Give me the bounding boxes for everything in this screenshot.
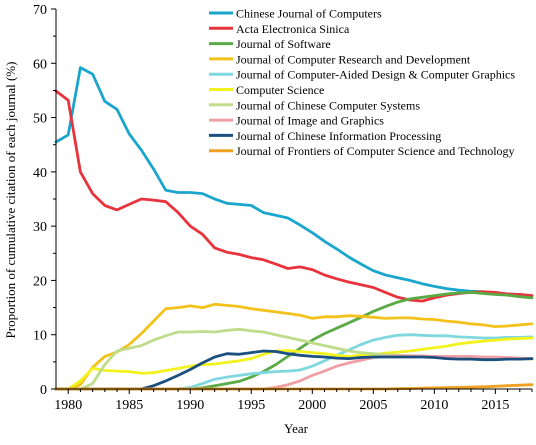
y-tick-label: 60 <box>33 57 47 72</box>
legend-label: Acta Electronica Sinica <box>236 22 350 36</box>
legend-label: Journal of Frontiers of Computer Science… <box>236 144 515 158</box>
legend-label: Computer Science <box>236 83 324 97</box>
series-line-10 <box>54 383 534 391</box>
legend-label: Journal of Software <box>236 37 331 51</box>
ticks-layer: 0 10 20 30 40 50 60 70 1980 1985 1990 1995 2000 2005 2… <box>33 3 533 413</box>
y-tick-label: 30 <box>33 220 47 235</box>
y-tick-label: 70 <box>33 3 47 18</box>
series-line-9 <box>54 349 534 391</box>
series-line-4 <box>54 302 534 391</box>
legend-label: Journal of Chinese Information Processin… <box>236 129 441 143</box>
series-line-6 <box>54 336 534 391</box>
legend-label: Journal of Image and Graphics <box>236 114 384 128</box>
x-tick-label: 2005 <box>359 398 387 413</box>
legend-label: Chinese Journal of Computers <box>236 7 382 21</box>
x-tick-label: 1980 <box>54 398 82 413</box>
legend-label: Journal of Computer Research and Develop… <box>236 52 471 66</box>
y-axis-title: Proportion of cumulative citation of eac… <box>3 62 18 339</box>
series-line-3 <box>54 291 534 391</box>
y-tick-label: 50 <box>33 112 47 127</box>
x-tick-label: 2010 <box>420 398 448 413</box>
legend-label: Journal of Computer-Aided Design & Compu… <box>236 68 515 82</box>
y-tick-label: 40 <box>33 166 47 181</box>
y-tick-label: 10 <box>33 329 47 344</box>
x-tick-label: 1995 <box>237 398 265 413</box>
series-line-1 <box>54 66 534 297</box>
y-tick-label: 20 <box>33 274 47 289</box>
lines-layer <box>54 66 534 391</box>
x-tick-label: 2000 <box>298 398 326 413</box>
x-tick-label: 1990 <box>176 398 204 413</box>
x-tick-label: 1985 <box>115 398 143 413</box>
y-tick-label: 0 <box>40 383 47 398</box>
x-axis-title: Year <box>284 421 309 436</box>
x-tick-label: 2015 <box>481 398 509 413</box>
legend-label: Journal of Chinese Computer Systems <box>236 98 420 112</box>
